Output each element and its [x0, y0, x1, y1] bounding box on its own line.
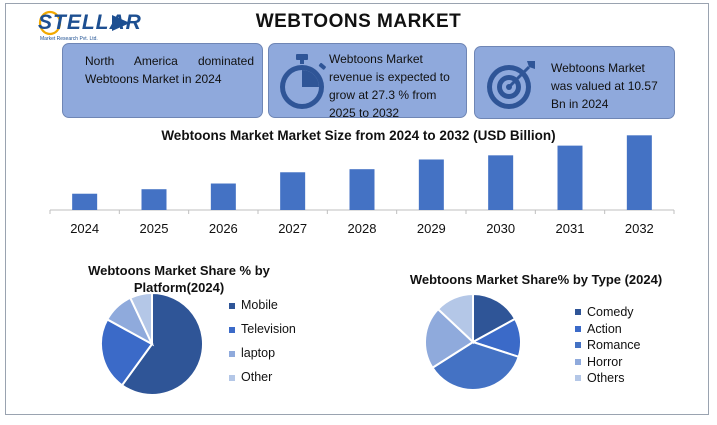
type-legend-item: Others	[575, 371, 641, 388]
x-tick-label: 2029	[417, 221, 446, 236]
platform-pie-title: Webtoons Market Share % by Platform(2024…	[88, 263, 270, 295]
legend-swatch	[575, 375, 581, 381]
stellar-logo: STELLAR Market Research Pvt. Ltd.	[38, 9, 141, 42]
bar-2026	[210, 183, 236, 210]
type-slice-romance	[431, 340, 520, 391]
bar-2031	[557, 145, 583, 210]
legend-label: Mobile	[241, 298, 278, 312]
logo-text: STELLAR	[38, 11, 142, 34]
logo-swoosh-icon	[38, 10, 130, 36]
platform-slice-other	[128, 291, 153, 345]
type-legend-item: Action	[575, 322, 641, 339]
legend-swatch	[575, 358, 581, 365]
legend-label: Comedy	[587, 305, 634, 319]
bar-2024	[72, 193, 98, 210]
legend-swatch	[575, 342, 581, 348]
type-legend: Comedy Action Romance Horror Others	[575, 305, 641, 388]
type-slice-others	[436, 292, 474, 345]
legend-swatch	[229, 303, 235, 309]
x-tick-label: 2031	[556, 221, 585, 236]
legend-label: Other	[241, 370, 273, 384]
type-pie-chart	[424, 292, 522, 391]
platform-legend-item: Other	[229, 370, 296, 394]
x-tick-label: 2026	[209, 221, 238, 236]
legend-swatch	[229, 327, 235, 333]
target-icon	[487, 61, 535, 109]
x-tick-label: 2024	[70, 221, 99, 236]
x-tick-label: 2032	[625, 221, 654, 236]
legend-swatch	[229, 351, 235, 357]
type-legend-item: Horror	[575, 355, 641, 372]
legend-label: Others	[587, 371, 625, 385]
stat-card-region-text: North America dominated Webtoons Market …	[85, 54, 254, 86]
platform-legend: Mobile Television laptop Other	[229, 298, 296, 394]
platform-slice-television	[100, 318, 154, 387]
bar-2032	[626, 135, 652, 210]
legend-label: Romance	[587, 338, 641, 352]
bar-2030	[488, 155, 514, 210]
type-legend-item: Romance	[575, 338, 641, 355]
stat-card-value-text: Webtoons Market was valued at 10.57 Bn i…	[551, 61, 658, 111]
legend-label: laptop	[241, 346, 276, 360]
stat-card-value: Webtoons Market was valued at 10.57 Bn i…	[474, 46, 675, 119]
legend-label: Television	[241, 322, 296, 336]
legend-swatch	[575, 309, 581, 315]
platform-legend-item: Mobile	[229, 298, 296, 322]
stat-card-growth-text: Webtoons Market revenue is expected to g…	[329, 52, 450, 120]
stopwatch-icon	[280, 54, 326, 109]
legend-label: Action	[587, 321, 622, 336]
legend-swatch	[229, 375, 235, 381]
platform-legend-item: laptop	[229, 346, 296, 370]
infographic-frame	[5, 3, 709, 415]
type-legend-item: Comedy	[575, 305, 641, 322]
type-slice-horror	[424, 307, 475, 370]
x-tick-label: 2025	[140, 221, 169, 236]
bar-2027	[280, 172, 306, 210]
page-title: WEBTOONS MARKET	[255, 11, 462, 32]
x-tick-label: 2028	[348, 221, 377, 236]
platform-slice-mobile	[120, 291, 204, 396]
bar-2028	[349, 169, 375, 210]
bar-2029	[418, 159, 444, 210]
stat-card-growth: Webtoons Market revenue is expected to g…	[268, 43, 467, 120]
platform-legend-item: Television	[229, 322, 296, 346]
platform-pie-chart	[100, 291, 204, 396]
logo-subtext: Market Research Pvt. Ltd.	[40, 36, 98, 42]
legend-swatch	[575, 325, 581, 332]
bar-chart-title: Webtoons Market Market Size from 2024 to…	[161, 128, 556, 143]
legend-label: Horror	[587, 354, 623, 369]
stat-card-region: North America dominated Webtoons Market …	[62, 43, 263, 118]
x-tick-label: 2030	[486, 221, 515, 236]
bar-2025	[141, 189, 167, 210]
x-tick-label: 2027	[278, 221, 307, 236]
type-pie-title: Webtoons Market Share% by Type (2024)	[409, 272, 663, 287]
